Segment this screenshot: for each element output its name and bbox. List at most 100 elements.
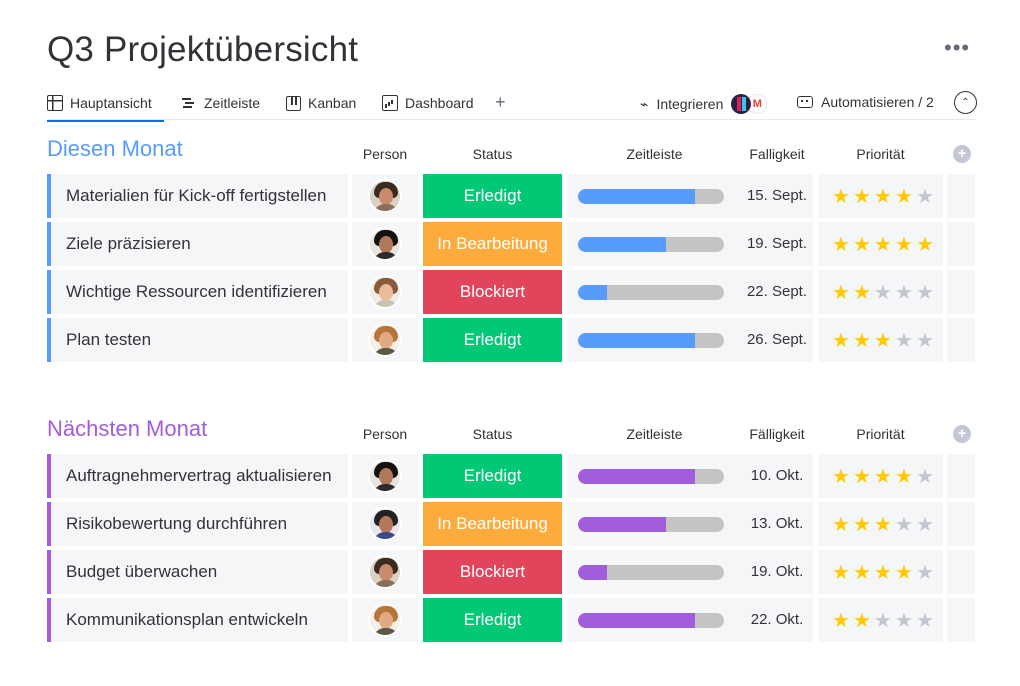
star-icon[interactable]: ★	[874, 330, 893, 352]
tab-zeitleiste[interactable]: Zeitleiste	[181, 94, 260, 112]
tab-dashboard[interactable]: Dashboard	[382, 94, 474, 112]
timeline-cell[interactable]	[567, 174, 742, 218]
star-icon[interactable]: ★	[832, 562, 851, 584]
priority-rating[interactable]: ★ ★ ★ ★ ★	[818, 454, 943, 498]
task-name-cell[interactable]: Budget überwachen	[47, 550, 348, 594]
task-name-cell[interactable]: Plan testen	[47, 318, 348, 362]
person-cell[interactable]	[352, 222, 418, 266]
star-icon[interactable]: ★	[832, 330, 851, 352]
due-date[interactable]: 26. Sept.	[741, 318, 813, 362]
star-icon[interactable]: ★	[874, 514, 893, 536]
task-name-cell[interactable]: Wichtige Ressourcen identifizieren	[47, 270, 348, 314]
group-title[interactable]: Diesen Monat	[47, 136, 183, 161]
priority-rating[interactable]: ★ ★ ★ ★ ★	[818, 318, 943, 362]
chevron-up-icon[interactable]: ⌃	[954, 91, 977, 114]
timeline-cell[interactable]	[567, 318, 742, 362]
tab-hauptansicht[interactable]: Hauptansicht	[47, 94, 164, 122]
task-name-cell[interactable]: Kommunikationsplan entwickeln	[47, 598, 348, 642]
star-icon[interactable]: ★	[853, 562, 872, 584]
timeline-cell[interactable]	[567, 502, 742, 546]
status-badge[interactable]: Erledigt	[423, 454, 562, 498]
status-badge[interactable]: In Bearbeitung	[423, 502, 562, 546]
more-options-icon[interactable]: •••	[944, 35, 971, 60]
star-icon[interactable]: ★	[832, 282, 851, 304]
person-cell[interactable]	[352, 550, 418, 594]
star-icon[interactable]: ★	[874, 186, 893, 208]
timeline-cell[interactable]	[567, 222, 742, 266]
star-icon[interactable]: ★	[895, 234, 914, 256]
person-cell[interactable]	[352, 502, 418, 546]
star-icon[interactable]: ★	[832, 234, 851, 256]
star-icon[interactable]: ★	[916, 562, 935, 584]
status-badge[interactable]: Blockiert	[423, 550, 562, 594]
priority-rating[interactable]: ★ ★ ★ ★ ★	[818, 270, 943, 314]
star-icon[interactable]: ★	[853, 330, 872, 352]
person-cell[interactable]	[352, 318, 418, 362]
due-date[interactable]: 19. Okt.	[741, 550, 813, 594]
due-date[interactable]: 13. Okt.	[741, 502, 813, 546]
person-cell[interactable]	[352, 270, 418, 314]
timeline-cell[interactable]	[567, 550, 742, 594]
add-column-icon[interactable]: +	[953, 425, 971, 443]
star-icon[interactable]: ★	[916, 330, 935, 352]
priority-rating[interactable]: ★ ★ ★ ★ ★	[818, 550, 943, 594]
star-icon[interactable]: ★	[874, 466, 893, 488]
star-icon[interactable]: ★	[874, 562, 893, 584]
star-icon[interactable]: ★	[832, 610, 851, 632]
status-badge[interactable]: Erledigt	[423, 318, 562, 362]
due-date[interactable]: 15. Sept.	[741, 174, 813, 218]
due-date[interactable]: 22. Okt.	[741, 598, 813, 642]
star-icon[interactable]: ★	[853, 466, 872, 488]
star-icon[interactable]: ★	[874, 610, 893, 632]
star-icon[interactable]: ★	[895, 330, 914, 352]
star-icon[interactable]: ★	[832, 514, 851, 536]
priority-rating[interactable]: ★ ★ ★ ★ ★	[818, 174, 943, 218]
due-date[interactable]: 19. Sept.	[741, 222, 813, 266]
star-icon[interactable]: ★	[832, 186, 851, 208]
star-icon[interactable]: ★	[832, 466, 851, 488]
task-name-cell[interactable]: Risikobewertung durchführen	[47, 502, 348, 546]
add-column-icon[interactable]: +	[953, 145, 971, 163]
star-icon[interactable]: ★	[916, 282, 935, 304]
status-badge[interactable]: In Bearbeitung	[423, 222, 562, 266]
star-icon[interactable]: ★	[916, 466, 935, 488]
star-icon[interactable]: ★	[895, 610, 914, 632]
star-icon[interactable]: ★	[853, 186, 872, 208]
status-badge[interactable]: Blockiert	[423, 270, 562, 314]
star-icon[interactable]: ★	[853, 514, 872, 536]
tab-kanban[interactable]: Kanban	[286, 94, 356, 112]
person-cell[interactable]	[352, 454, 418, 498]
timeline-cell[interactable]	[567, 454, 742, 498]
automate-button[interactable]: Automatisieren / 2	[797, 94, 934, 110]
star-icon[interactable]: ★	[853, 610, 872, 632]
star-icon[interactable]: ★	[916, 186, 935, 208]
star-icon[interactable]: ★	[874, 282, 893, 304]
timeline-cell[interactable]	[567, 270, 742, 314]
star-icon[interactable]: ★	[916, 234, 935, 256]
star-icon[interactable]: ★	[853, 234, 872, 256]
person-cell[interactable]	[352, 598, 418, 642]
star-icon[interactable]: ★	[916, 610, 935, 632]
add-view-button[interactable]: +	[495, 92, 506, 112]
due-date[interactable]: 22. Sept.	[741, 270, 813, 314]
task-name-cell[interactable]: Materialien für Kick-off fertigstellen	[47, 174, 348, 218]
star-icon[interactable]: ★	[895, 186, 914, 208]
star-icon[interactable]: ★	[895, 466, 914, 488]
star-icon[interactable]: ★	[895, 562, 914, 584]
group-title[interactable]: Nächsten Monat	[47, 416, 208, 441]
priority-rating[interactable]: ★ ★ ★ ★ ★	[818, 222, 943, 266]
priority-rating[interactable]: ★ ★ ★ ★ ★	[818, 598, 943, 642]
timeline-cell[interactable]	[567, 598, 742, 642]
task-name-cell[interactable]: Ziele präzisieren	[47, 222, 348, 266]
task-name-cell[interactable]: Auftragnehmervertrag aktualisieren	[47, 454, 348, 498]
person-cell[interactable]	[352, 174, 418, 218]
star-icon[interactable]: ★	[895, 514, 914, 536]
priority-rating[interactable]: ★ ★ ★ ★ ★	[818, 502, 943, 546]
integrate-button[interactable]: ⌁ Integrieren M	[640, 94, 768, 114]
due-date[interactable]: 10. Okt.	[741, 454, 813, 498]
star-icon[interactable]: ★	[874, 234, 893, 256]
status-badge[interactable]: Erledigt	[423, 598, 562, 642]
star-icon[interactable]: ★	[853, 282, 872, 304]
star-icon[interactable]: ★	[916, 514, 935, 536]
status-badge[interactable]: Erledigt	[423, 174, 562, 218]
